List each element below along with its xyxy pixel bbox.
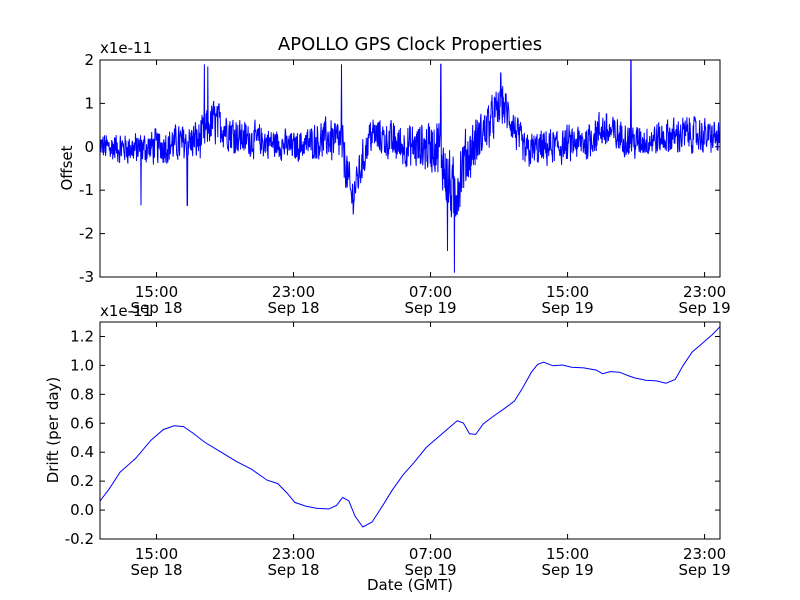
drift-x-tick-time: 15:00: [135, 545, 178, 563]
drift-y-tick-label: 0.0: [70, 501, 94, 519]
drift-panel: x1e-11 1.21.00.80.60.40.20.0-0.2 15:00Se…: [44, 302, 731, 594]
offset-x-tick-time: 23:00: [683, 283, 726, 301]
drift-plot-frame: [99, 321, 721, 540]
drift-y-axis-label: Drift (per day): [44, 377, 62, 484]
drift-x-tick-time: 23:00: [683, 545, 726, 563]
offset-x-tick-date: Sep 19: [404, 299, 456, 317]
offset-panel: APOLLO GPS Clock Properties x1e-11 2 1 0 -1…: [58, 34, 731, 317]
offset-y-tick-label: 0: [84, 138, 94, 156]
offset-y-tick-label: -2: [79, 225, 94, 243]
drift-x-tick-date: Sep 19: [541, 561, 593, 579]
offset-y-tick-label: 1: [84, 94, 94, 112]
drift-y-tick-label: 0.2: [70, 472, 94, 490]
drift-x-tick-time: 23:00: [272, 545, 315, 563]
offset-x-tick-date: Sep 18: [130, 299, 182, 317]
drift-y-tick-labels: 1.2 1.0 0.8 0.6 0.4 0.2 0.0 -0.2: [65, 327, 94, 548]
offset-x-tick-date: Sep 18: [267, 299, 319, 317]
drift-x-tick-date: Sep 19: [679, 561, 731, 579]
drift-exponent-label: x1e-11: [100, 302, 152, 320]
drift-x-tick-date: Sep 19: [404, 561, 456, 579]
offset-series-line: [99, 59, 721, 273]
offset-x-tick-time: 15:00: [546, 283, 589, 301]
drift-y-tick-label: 0.6: [70, 414, 94, 432]
offset-y-tick-labels: 2 1 0 -1 -2 -3: [79, 51, 94, 286]
drift-x-tick-time: 07:00: [409, 545, 452, 563]
offset-plot-frame: [99, 59, 721, 278]
offset-x-tick-date: Sep 19: [541, 299, 593, 317]
drift-series-line: [99, 326, 721, 528]
drift-x-tick-time: 15:00: [546, 545, 589, 563]
offset-x-tick-time: 07:00: [409, 283, 452, 301]
offset-y-tick-label: 2: [84, 51, 94, 69]
drift-y-tick-label: 1.0: [70, 356, 94, 374]
drift-x-tick-date: Sep 18: [130, 561, 182, 579]
offset-x-tick-time: 23:00: [272, 283, 315, 301]
drift-x-tick-date: Sep 18: [267, 561, 319, 579]
drift-y-tick-label: 0.8: [70, 385, 94, 403]
offset-x-tick-time: 15:00: [135, 283, 178, 301]
offset-y-axis-label: Offset: [58, 145, 76, 190]
x-axis-label: Date (GMT): [367, 576, 453, 594]
offset-exponent-label: x1e-11: [100, 39, 152, 57]
chart-title: APOLLO GPS Clock Properties: [278, 34, 542, 55]
drift-y-tick-label: 0.4: [70, 443, 94, 461]
offset-x-tick-date: Sep 19: [679, 299, 731, 317]
drift-y-tick-label: -0.2: [65, 530, 94, 548]
offset-y-tick-label: -1: [79, 181, 94, 199]
offset-y-tick-label: -3: [79, 268, 94, 286]
drift-y-tick-label: 1.2: [70, 327, 94, 345]
